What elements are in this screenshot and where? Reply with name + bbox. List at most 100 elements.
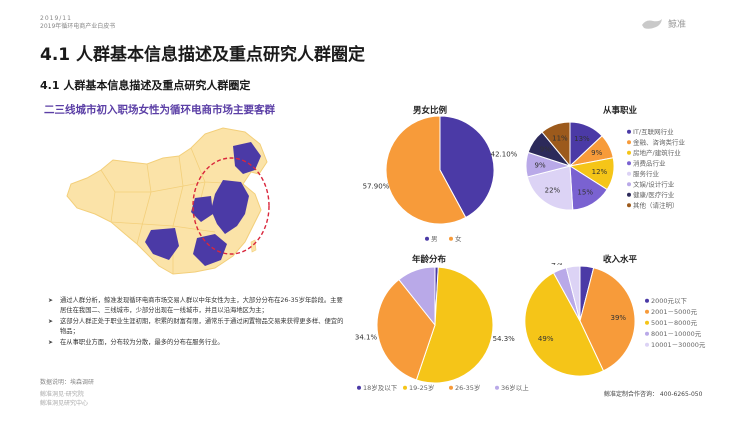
finding-item: 通过人群分析，鲸准发现循环电商市场交易人群以中年女性为主，大部分分布在26-35… [48,296,348,316]
map-highlight-central [191,196,213,222]
report-date: 2019/11 [40,15,72,22]
legend-occupation: IT/互联网行业金融、咨询类行业房地产/建筑行业消费品行业服务行业文娱/设计行业… [627,127,686,210]
pie-data-label: 11% [552,134,568,142]
legend-label: 18岁及以下 [363,383,398,392]
map-highlight-northeast [233,142,261,174]
pie-slice [526,165,574,211]
legend-income: 2000元以下 2001－5000元 5001－8000元 8001－10000元 10… [645,297,706,349]
pie-slice [541,121,571,168]
page-subtitle: 4.1 人群基本信息描述及重点研究人群圈定 [40,79,251,92]
pie-labels-age: .9%54.3%34.1%10.7% [355,263,515,343]
legend-label: 19-25岁 [409,383,434,392]
pie-slice [376,278,436,381]
map-highlight-coast [211,180,249,234]
legend-swatch [627,150,631,155]
chart-title-income: 收入水平 [603,255,638,265]
pie-data-label: 13% [574,135,590,143]
legend-swatch [627,203,631,208]
whale-logo-icon [640,16,664,35]
legend-swatch [627,182,631,187]
pie-slice [385,115,467,225]
legend-label: 2000元以下 [651,297,688,305]
pie-data-label: 9% [540,146,551,154]
legend-label: 其他（请注明） [633,201,679,210]
focus-circle [192,157,270,255]
pie-labels-income: 4%39%49%4%4% [538,263,627,343]
pie-data-label: 57.90% [363,183,390,191]
taiwan-island [250,239,257,253]
chart-title-occupation: 从事职业 [603,106,638,116]
map-highlight-southwest [145,228,179,260]
legend-label: 26-35岁 [455,383,480,392]
contact-info: 鲸准定制合作咨询： 400-6265-050 [604,391,703,398]
pie-slices-age [376,266,494,384]
legend-label: 健康/医疗行业 [633,190,675,199]
legend-swatch [645,320,649,325]
pie-chart-gender: 42.10%57.90% 男女 [363,115,518,243]
pie-chart-occupation: 13%9%12%15%22%9%9%11% IT/互联网行业金融、咨询类行业房地… [525,121,686,211]
pie-slice [525,272,605,377]
legend-label: 10001－30000元 [651,341,706,349]
pie-slice [439,115,495,219]
legend-label: 房地产/建筑行业 [633,148,681,157]
legend-label: 8001－10000元 [651,330,702,338]
legend-swatch [645,331,649,336]
legend-swatch [645,342,649,347]
pie-labels-gender: 42.10% 57.90% [363,150,518,190]
page-title: 4.1 人群基本信息描述及重点研究人群圈定 [40,45,366,65]
pie-slices-gender [385,115,495,225]
brand-name: 鲸准 [668,20,687,30]
legend-label: 5001－8000元 [651,319,698,327]
legend-label: 服务行业 [633,169,660,178]
pie-slice [579,267,636,372]
map-region-borders [100,147,244,274]
legend-swatch [627,161,631,166]
legend-swatch [495,385,499,390]
pie-data-label: 22% [545,187,561,195]
data-source: 数据说明：埃森调研 [40,379,95,386]
footer-line-2: 鲸准洞见研究中心 [40,400,89,407]
finding-item: 在从事职业方面，分布较为分散，最多的分布在服务行业。 [48,338,348,348]
legend-swatch [627,140,631,145]
pie-data-label: 42.10% [491,150,518,158]
legend-swatch [627,129,631,134]
pie-data-label: 54.3% [493,335,516,343]
legend-label: 消费品行业 [633,159,666,168]
legend-swatch [425,236,429,241]
legend-swatch [403,385,407,390]
legend-swatch [645,298,649,303]
pie-data-label: 39% [611,314,627,322]
footer-line-1: 鲸准洞见·研究院 [40,391,84,398]
legend-swatch [449,385,453,390]
pie-data-label: 9% [535,162,546,170]
pie-slice [398,266,436,327]
pie-slice [415,266,494,384]
legend-gender: 男女 [425,234,462,243]
legend-label: 男 [431,235,438,243]
legend-label: 金融、咨询类行业 [633,138,686,147]
pie-data-label: 9% [591,149,602,157]
pie-data-label: 15% [577,188,593,196]
legend-label: 女 [455,234,462,243]
pie-slices-income [525,265,636,377]
map-highlight-south [193,234,227,266]
chart-title-age: 年龄分布 [412,255,447,265]
pie-data-label: 12% [592,168,608,176]
china-map [66,127,270,275]
pie-chart-income: 4%39%49%4%4% 2000元以下2001－5000元5001－8000元… [525,263,706,377]
pie-data-label: 34.1% [355,334,377,342]
legend-age: 18岁及以下 19-25岁 26-35岁 36岁以上 [357,383,529,392]
legend-label: IT/互联网行业 [633,127,674,136]
legend-swatch [645,309,649,314]
legend-swatch [357,385,361,390]
pie-labels-occupation: 13%9%12%15%22%9%9%11% [535,134,608,196]
report-name: 2019年循环电商产业白皮书 [40,23,116,30]
findings-list: 通过人群分析，鲸准发现循环电商市场交易人群以中年女性为主，大部分分布在26-35… [48,296,348,349]
pie-chart-age: .9%54.3%34.1%10.7% 18岁及以下19-25岁26-35岁36岁… [355,263,529,392]
key-finding: 二三线城市初入职场女性为循环电商市场主要客群 [44,104,275,116]
legend-swatch [627,171,631,176]
legend-swatch [627,192,631,197]
finding-item: 这部分人群正处于职业生涯初期，积累的财富有限，通常乐于通过闲置物品交易来获得更多… [48,317,348,337]
pie-slice [565,265,581,322]
chart-title-gender: 男女比例 [413,106,448,116]
